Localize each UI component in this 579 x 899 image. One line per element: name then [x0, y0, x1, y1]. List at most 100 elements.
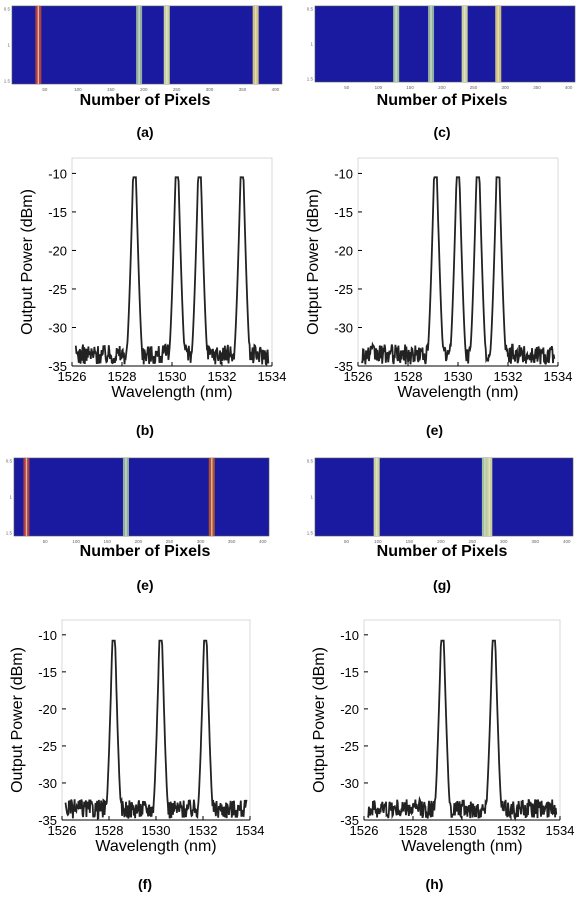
pixel-stripe-core: [395, 6, 397, 82]
panel-c: 50 100 150 200 250 300 350 400 0.5 1 1.5 Number of…: [305, 0, 579, 150]
pixel-strip-e2: 50 100 150 200 250 300 350 400 0.5 1 1.5: [6, 457, 270, 544]
pixel-stripe-core: [166, 6, 168, 84]
pixel-x-tick-label: 350: [533, 85, 541, 90]
y-axis-title: Output Power (dBm): [311, 647, 328, 793]
y-tick-label: -20: [38, 702, 57, 717]
spectrum-trace: [360, 176, 556, 366]
y-axis-title: Output Power (dBm): [305, 189, 322, 335]
panel-g: 50 100 150 200 250 300 350 400 0.5 1 1.5 Number of…: [305, 450, 579, 600]
y-tick-label: -25: [334, 282, 353, 297]
pixel-x-tick-label: 200: [438, 85, 446, 90]
spectrum-trace: [64, 639, 248, 820]
panel-h: 1526 1528 1530 1532 1534 Wavelength (nm) -10 -1…: [290, 600, 579, 899]
pixel-stripe-core: [37, 6, 40, 84]
pixel-y-tick-label: 0.5: [6, 459, 13, 464]
caption-a: (a): [136, 124, 154, 140]
pixel-strip-g: 50 100 150 200 250 300 350 400 0.5 1 1.5: [307, 457, 574, 544]
spectrum-trace: [74, 176, 270, 367]
y-tick-label: -15: [334, 205, 353, 220]
y-tick-label: -35: [334, 359, 353, 374]
y-tick-label: -20: [48, 243, 67, 258]
panel-e2: 50 100 150 200 250 300 350 400 0.5 1 1.5 Number of…: [0, 450, 290, 600]
x-tick-label: 1534: [544, 369, 573, 384]
y-tick-label: -20: [340, 702, 359, 717]
y-tick-label: -30: [48, 320, 67, 335]
pixel-x-tick-label: 50: [344, 539, 350, 544]
pixel-y-tick-label: 1.5: [307, 531, 314, 536]
pixel-x-tick-label: 400: [259, 539, 267, 544]
pixel-x-tick-label: 250: [470, 85, 478, 90]
pixel-x-tick-label: 400: [563, 539, 571, 544]
y-tick-label: -10: [38, 628, 57, 643]
x-tick-label: 1526: [48, 823, 77, 838]
x-tick-label: 1530: [448, 823, 477, 838]
xtitle-e2: Number of Pixels: [79, 543, 211, 560]
spectrum-h: 1526 1528 1530 1532 1534 Wavelength (nm) -10 -1…: [311, 619, 574, 855]
y-tick-label: -35: [340, 813, 359, 828]
y-tick-label: -15: [38, 665, 57, 680]
pixel-x-tick-label: 50: [43, 539, 49, 544]
pixel-stripe-core: [125, 458, 127, 536]
x-axis-title: Wavelength (nm): [95, 838, 216, 855]
pixel-x-tick-label: 400: [565, 85, 573, 90]
spectrum-e1: 1526 1528 1530 1532 1534 Wavelength (nm) -10 -1…: [305, 157, 573, 401]
pixel-x-tick-label: 300: [501, 85, 509, 90]
y-tick-label: -10: [334, 166, 353, 181]
pixel-x-tick-label: 100: [72, 539, 80, 544]
pixel-x-tick-label: 350: [239, 87, 247, 92]
pixel-stripe-core: [497, 6, 499, 82]
pixel-x-tick-label: 300: [500, 539, 508, 544]
x-tick-label: 1528: [399, 823, 428, 838]
pixel-stripe-core: [463, 6, 466, 82]
xtitle-a: Number of Pixels: [79, 92, 211, 109]
pixel-strip-c: 50 100 150 200 250 300 350 400 0.5 1 1.5: [307, 5, 576, 90]
pixel-x-tick-label: 150: [406, 539, 414, 544]
pixel-y-tick-label: 0.5: [307, 7, 314, 12]
pixel-x-tick-label: 350: [531, 539, 539, 544]
pixel-x-tick-label: 300: [206, 87, 214, 92]
pixel-x-tick-label: 300: [197, 539, 205, 544]
y-tick-label: -25: [340, 739, 359, 754]
x-axis-title: Wavelength (nm): [111, 384, 232, 401]
caption-e2: (e): [136, 577, 154, 593]
pixel-stripe-core: [488, 458, 491, 536]
y-tick-label: -30: [334, 320, 353, 335]
pixel-background: [314, 5, 576, 83]
panel-e1: 1526 1528 1530 1532 1534 Wavelength (nm) -10 -1…: [290, 148, 579, 448]
y-tick-label: -25: [48, 282, 67, 297]
pixel-stripe-core: [211, 458, 213, 536]
y-tick-label: -20: [334, 243, 353, 258]
pixel-x-tick-label: 250: [166, 539, 174, 544]
x-tick-label: 1530: [444, 369, 473, 384]
pixel-x-tick-label: 400: [272, 87, 280, 92]
y-tick-label: -15: [48, 205, 67, 220]
y-tick-label: -10: [48, 166, 67, 181]
pixel-x-tick-label: 250: [173, 87, 181, 92]
pixel-stripe-core: [25, 458, 28, 536]
caption-c: (c): [433, 124, 451, 140]
caption-g: (g): [433, 577, 451, 593]
x-tick-label: 1528: [394, 369, 423, 384]
y-tick-label: -30: [38, 776, 57, 791]
pixel-y-tick-label: 1: [9, 495, 12, 500]
panel-b: 1526 1528 1530 1532 1534 Wavelength (nm) -10 -1…: [0, 148, 290, 448]
pixel-stripe-core: [484, 458, 486, 536]
plot-frame: [71, 157, 273, 367]
spectrum-b: 1526 1528 1530 1532 1534 Wavelength (nm) -10 -1…: [19, 157, 287, 401]
pixel-x-tick-label: 200: [437, 539, 445, 544]
panel-f: 1526 1528 1530 1532 1534 Wavelength (nm) -10 -1…: [0, 600, 290, 899]
x-tick-label: 1534: [258, 369, 287, 384]
caption-h: (h): [425, 876, 444, 892]
y-axis-title: Output Power (dBm): [19, 189, 36, 335]
pixel-stripe-core: [375, 458, 378, 536]
pixel-y-tick-label: 1.5: [6, 531, 13, 536]
caption-f: (f): [138, 876, 152, 892]
plot-frame: [61, 619, 251, 821]
plot-frame: [357, 157, 559, 367]
pixel-y-tick-label: 1.5: [307, 77, 314, 82]
x-tick-label: 1530: [142, 823, 171, 838]
pixel-y-tick-label: 1: [310, 495, 313, 500]
pixel-stripe-core: [254, 6, 257, 84]
pixel-x-tick-label: 200: [140, 87, 148, 92]
pixel-x-tick-label: 100: [375, 85, 383, 90]
